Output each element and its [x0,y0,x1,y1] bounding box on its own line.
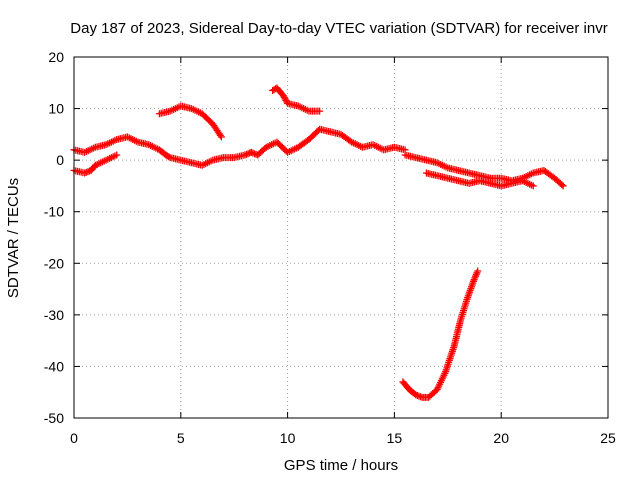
x-tick-label: 25 [600,430,616,446]
data-point [165,153,173,161]
data-point [558,181,566,189]
series-track-c [155,102,225,141]
data-point [559,182,567,190]
series-track-h [399,267,482,401]
plot-frame [73,56,609,419]
y-tick-label: -20 [44,255,64,271]
tick-layer: 0 5 10 15 20 25 -50 -40 -30 -20 -10 0 10 20 [44,49,616,446]
data-point [316,107,324,115]
y-tick-label: -40 [44,358,64,374]
data-layer [70,84,567,401]
series-track-a [70,133,255,169]
y-tick-label: -30 [44,307,64,323]
y-tick-label: 0 [56,152,64,168]
y-tick-label: 10 [48,101,64,117]
x-tick-label: 20 [493,430,509,446]
y-tick-label: 20 [48,49,64,65]
x-axis-label: GPS time / hours [284,457,398,474]
series-track-b [70,151,121,177]
x-tick-label: 15 [387,430,403,446]
series-track-d [247,125,409,159]
y-tick-label: -10 [44,204,64,220]
data-point [113,151,121,159]
y-tick-label: -50 [44,410,64,426]
x-tick-label: 10 [280,430,296,446]
series-track-g [422,169,537,190]
chart-title: Day 187 of 2023, Sidereal Day-to-day VTE… [70,20,607,37]
data-point [216,131,224,139]
x-tick-label: 0 [70,430,78,446]
grid-layer [74,57,608,418]
x-tick-label: 5 [177,430,185,446]
y-axis-label: SDTVAR / TECUs [5,178,22,298]
data-point [474,267,482,275]
data-point [529,182,537,190]
series-track-e [269,84,324,115]
data-point [217,133,225,141]
